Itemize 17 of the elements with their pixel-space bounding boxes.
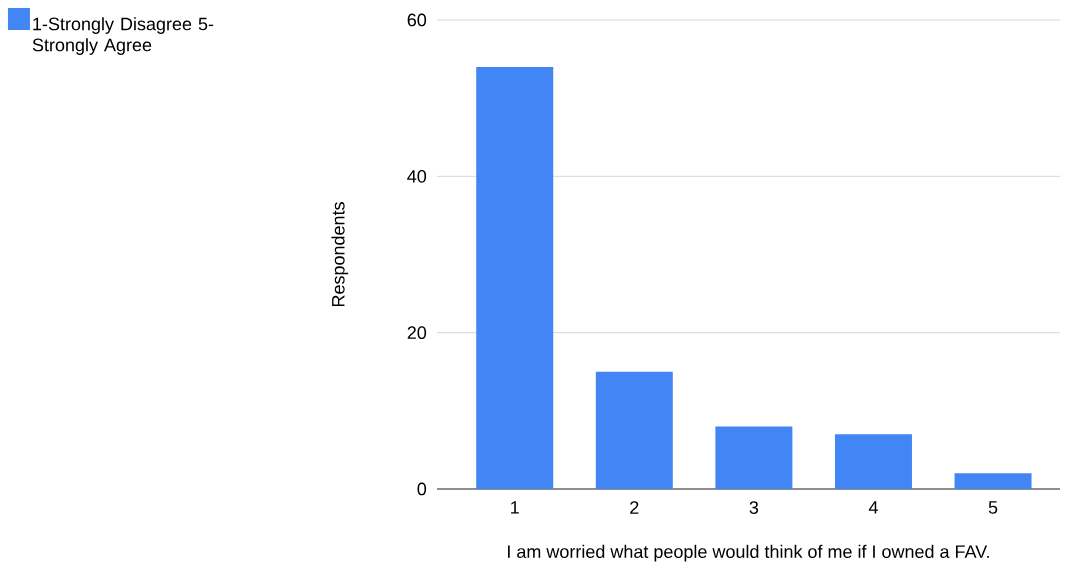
y-tick-label: 0 (417, 482, 427, 496)
x-axis-title: I am worried what people would think of me if I owned a FAV. (508, 544, 989, 562)
bar (595, 371, 673, 489)
x-tick-label: 1 (511, 501, 519, 514)
bar (476, 66, 554, 489)
bar (715, 426, 793, 489)
x-tick-label: 2 (630, 501, 639, 514)
bar (954, 473, 1032, 489)
x-tick-label: 3 (749, 501, 759, 514)
x-tick-label: 4 (868, 501, 878, 514)
y-tick-label: 60 (407, 13, 427, 27)
bar (834, 434, 912, 489)
legend-label: 1-Strongly Disagree 5-Strongly Agree (32, 17, 214, 55)
y-tick-label: 20 (407, 326, 427, 340)
y-axis-title: Respondents (331, 202, 349, 307)
y-tick-label: 40 (407, 169, 427, 183)
x-tick-label: 5 (988, 501, 998, 514)
